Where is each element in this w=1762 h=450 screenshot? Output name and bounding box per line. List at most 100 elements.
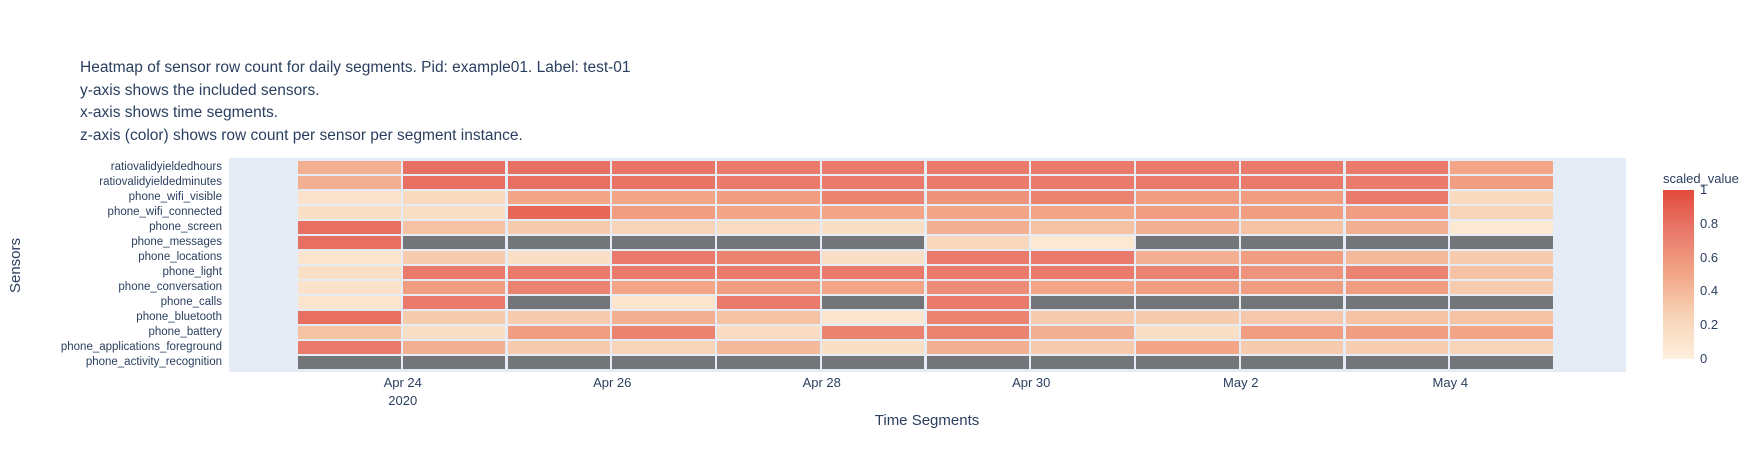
heatmap-cell[interactable] bbox=[1345, 220, 1448, 234]
heatmap-cell[interactable] bbox=[612, 341, 715, 355]
heatmap-cell[interactable] bbox=[926, 295, 1029, 310]
heatmap-cell[interactable] bbox=[402, 356, 506, 370]
heatmap-cell[interactable] bbox=[926, 250, 1029, 264]
heatmap-cell[interactable] bbox=[717, 235, 820, 249]
heatmap-cell[interactable] bbox=[926, 220, 1029, 234]
heatmap-cell[interactable] bbox=[1031, 341, 1134, 355]
heatmap-cell[interactable] bbox=[1450, 250, 1553, 264]
heatmap-cell[interactable] bbox=[1240, 311, 1344, 325]
heatmap-cell[interactable] bbox=[507, 205, 610, 219]
heatmap-cell[interactable] bbox=[1136, 175, 1239, 189]
heatmap-cell[interactable] bbox=[1240, 356, 1344, 370]
heatmap-cell[interactable] bbox=[298, 326, 401, 340]
heatmap-cell[interactable] bbox=[1031, 205, 1134, 219]
heatmap-cell[interactable] bbox=[298, 190, 401, 204]
heatmap-cell[interactable] bbox=[1136, 190, 1239, 204]
heatmap-cell[interactable] bbox=[1450, 205, 1553, 219]
heatmap-cell[interactable] bbox=[507, 175, 610, 189]
heatmap-cell[interactable] bbox=[926, 160, 1029, 174]
heatmap-cell[interactable] bbox=[1031, 326, 1134, 340]
heatmap-cell[interactable] bbox=[1345, 295, 1448, 310]
heatmap-cell[interactable] bbox=[926, 356, 1029, 370]
heatmap-cell[interactable] bbox=[1136, 160, 1239, 174]
heatmap-cell[interactable] bbox=[402, 190, 506, 204]
heatmap-cell[interactable] bbox=[1136, 205, 1239, 219]
heatmap-cell[interactable] bbox=[717, 356, 820, 370]
heatmap-cell[interactable] bbox=[1031, 190, 1134, 204]
heatmap-cell[interactable] bbox=[1136, 311, 1239, 325]
heatmap-cell[interactable] bbox=[1240, 205, 1344, 219]
heatmap-cell[interactable] bbox=[507, 220, 610, 234]
heatmap-cell[interactable] bbox=[612, 205, 715, 219]
heatmap-cell[interactable] bbox=[1240, 160, 1344, 174]
heatmap-cell[interactable] bbox=[717, 311, 820, 325]
heatmap-cell[interactable] bbox=[1450, 356, 1553, 370]
heatmap-cell[interactable] bbox=[1031, 235, 1134, 249]
heatmap-cell[interactable] bbox=[1450, 175, 1553, 189]
heatmap-cell[interactable] bbox=[1450, 265, 1553, 279]
heatmap-cell[interactable] bbox=[926, 341, 1029, 355]
heatmap-cell[interactable] bbox=[1240, 265, 1344, 279]
heatmap-cell[interactable] bbox=[1031, 175, 1134, 189]
heatmap-cell[interactable] bbox=[402, 235, 506, 249]
heatmap-cell[interactable] bbox=[612, 326, 715, 340]
heatmap-cell[interactable] bbox=[402, 250, 506, 264]
heatmap-cell[interactable] bbox=[821, 356, 925, 370]
heatmap-cell[interactable] bbox=[1240, 341, 1344, 355]
heatmap-cell[interactable] bbox=[821, 341, 925, 355]
heatmap-cell[interactable] bbox=[1345, 205, 1448, 219]
heatmap-cell[interactable] bbox=[402, 160, 506, 174]
heatmap-cell[interactable] bbox=[821, 205, 925, 219]
heatmap-cell[interactable] bbox=[717, 280, 820, 294]
heatmap-cell[interactable] bbox=[821, 250, 925, 264]
heatmap-cell[interactable] bbox=[298, 295, 401, 310]
heatmap-cell[interactable] bbox=[1136, 326, 1239, 340]
heatmap-cell[interactable] bbox=[1240, 326, 1344, 340]
heatmap-cell[interactable] bbox=[1345, 311, 1448, 325]
heatmap-cell[interactable] bbox=[1345, 250, 1448, 264]
heatmap-cell[interactable] bbox=[612, 250, 715, 264]
heatmap-cell[interactable] bbox=[821, 295, 925, 310]
heatmap-cell[interactable] bbox=[298, 175, 401, 189]
heatmap-cell[interactable] bbox=[298, 160, 401, 174]
heatmap-cell[interactable] bbox=[612, 295, 715, 310]
heatmap-cell[interactable] bbox=[717, 341, 820, 355]
heatmap-cell[interactable] bbox=[507, 356, 610, 370]
heatmap-cell[interactable] bbox=[1450, 311, 1553, 325]
heatmap-cell[interactable] bbox=[717, 175, 820, 189]
heatmap-cell[interactable] bbox=[298, 250, 401, 264]
heatmap-cell[interactable] bbox=[1450, 160, 1553, 174]
heatmap-cell[interactable] bbox=[402, 326, 506, 340]
heatmap-cell[interactable] bbox=[612, 280, 715, 294]
heatmap-cell[interactable] bbox=[821, 235, 925, 249]
heatmap-cell[interactable] bbox=[507, 341, 610, 355]
heatmap-cell[interactable] bbox=[717, 250, 820, 264]
heatmap-cell[interactable] bbox=[402, 220, 506, 234]
heatmap-cell[interactable] bbox=[402, 280, 506, 294]
heatmap-cell[interactable] bbox=[1136, 250, 1239, 264]
heatmap-cell[interactable] bbox=[298, 235, 401, 249]
heatmap-cell[interactable] bbox=[298, 265, 401, 279]
heatmap-cell[interactable] bbox=[717, 326, 820, 340]
heatmap-cell[interactable] bbox=[821, 220, 925, 234]
heatmap-cell[interactable] bbox=[1031, 311, 1134, 325]
heatmap-cell[interactable] bbox=[926, 175, 1029, 189]
heatmap-cell[interactable] bbox=[1240, 250, 1344, 264]
heatmap-cell[interactable] bbox=[1136, 220, 1239, 234]
heatmap-cell[interactable] bbox=[612, 190, 715, 204]
heatmap-cell[interactable] bbox=[1345, 341, 1448, 355]
heatmap-cell[interactable] bbox=[926, 265, 1029, 279]
heatmap-cell[interactable] bbox=[612, 235, 715, 249]
heatmap-cell[interactable] bbox=[1450, 295, 1553, 310]
heatmap-cell[interactable] bbox=[1345, 280, 1448, 294]
heatmap-cell[interactable] bbox=[402, 265, 506, 279]
heatmap-cell[interactable] bbox=[507, 160, 610, 174]
heatmap-cell[interactable] bbox=[1031, 250, 1134, 264]
heatmap-cell[interactable] bbox=[507, 326, 610, 340]
heatmap-cell[interactable] bbox=[1031, 265, 1134, 279]
heatmap-cell[interactable] bbox=[1240, 235, 1344, 249]
heatmap-cell[interactable] bbox=[612, 265, 715, 279]
heatmap-cell[interactable] bbox=[1031, 220, 1134, 234]
heatmap-cell[interactable] bbox=[1450, 326, 1553, 340]
heatmap-cell[interactable] bbox=[717, 265, 820, 279]
